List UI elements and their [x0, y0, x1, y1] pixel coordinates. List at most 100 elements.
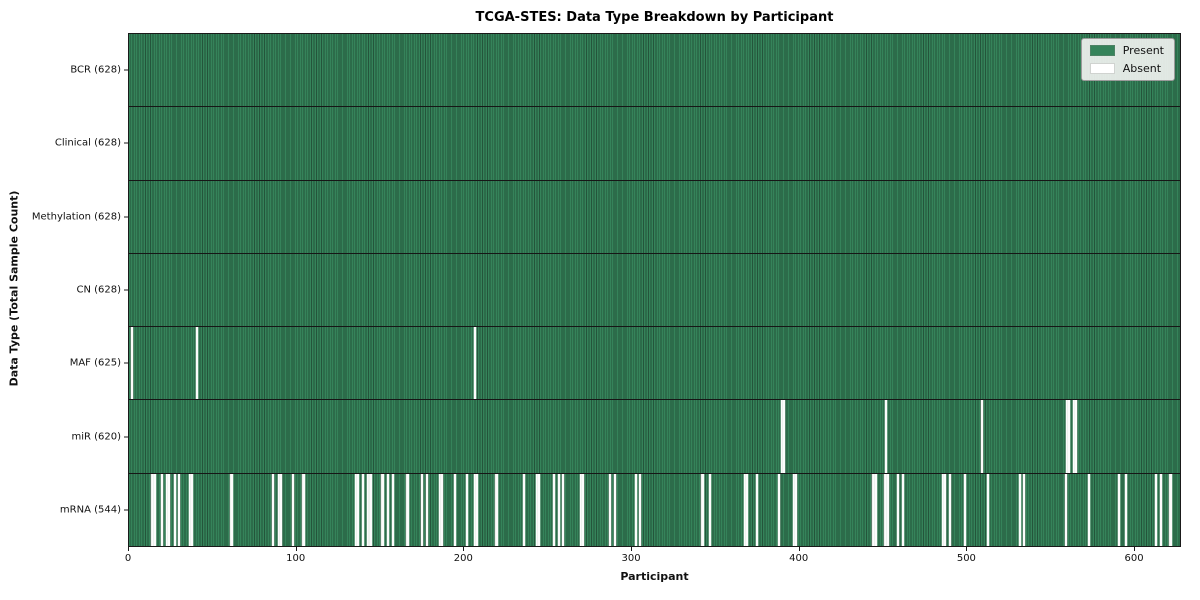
absent-mark: [581, 473, 584, 546]
x-tick-label: 300: [621, 553, 641, 564]
absent-mark: [407, 473, 410, 546]
absent-mark: [174, 473, 177, 546]
absent-mark: [1064, 473, 1067, 546]
absent-mark: [781, 400, 784, 473]
absent-mark: [278, 473, 281, 546]
absent-mark: [474, 327, 477, 400]
absent-mark: [279, 473, 282, 546]
absent-mark: [885, 400, 888, 473]
y-tick-mark: [124, 436, 128, 438]
absent-mark: [152, 473, 155, 546]
y-tick-mark: [124, 142, 128, 144]
absent-mark: [165, 473, 168, 546]
absent-mark: [301, 473, 304, 546]
absent-mark: [271, 473, 274, 546]
absent-mark: [700, 473, 703, 546]
absent-mark: [746, 473, 749, 546]
absent-mark: [873, 473, 876, 546]
absent-mark: [608, 473, 611, 546]
absent-mark: [420, 473, 423, 546]
legend-swatch-present: [1089, 45, 1115, 56]
absent-mark: [553, 473, 556, 546]
absent-mark: [901, 473, 904, 546]
legend-item-present: Present: [1089, 44, 1164, 57]
absent-mark: [709, 473, 712, 546]
absent-mark: [405, 473, 408, 546]
absent-mark: [357, 473, 360, 546]
absent-mark: [1022, 473, 1025, 546]
absent-mark: [558, 473, 561, 546]
plot-area: [128, 33, 1181, 547]
absent-mark: [1067, 400, 1070, 473]
legend: Present Absent: [1080, 38, 1175, 81]
absent-mark: [1168, 473, 1171, 546]
absent-mark: [943, 473, 946, 546]
absent-mark: [355, 473, 358, 546]
absent-mark: [523, 473, 526, 546]
absent-mark: [580, 473, 583, 546]
absent-mark: [1155, 473, 1158, 546]
absent-mark: [130, 327, 133, 400]
absent-mark: [987, 473, 990, 546]
absent-mark: [167, 473, 170, 546]
absent-mark: [1019, 473, 1022, 546]
absent-mark: [613, 473, 616, 546]
x-tick-mark: [295, 547, 297, 551]
x-tick-label: 500: [956, 553, 976, 564]
absent-mark: [1074, 400, 1077, 473]
absent-mark: [191, 473, 194, 546]
y-tick-label: Clinical (628): [54, 137, 121, 149]
x-tick-mark: [1134, 547, 1136, 551]
absent-mark: [942, 473, 945, 546]
absent-mark: [782, 400, 785, 473]
absent-mark: [538, 473, 541, 546]
x-tick-mark: [128, 547, 129, 551]
x-tick-label: 100: [286, 553, 306, 564]
y-tick-mark: [124, 362, 128, 364]
heatmap-row-mir: [129, 400, 1180, 474]
absent-mark: [1118, 473, 1121, 546]
absent-mark: [494, 473, 497, 546]
y-axis-label: Data Type (Total Sample Count): [7, 190, 21, 387]
y-tick-mark: [124, 216, 128, 218]
x-tick-mark: [463, 547, 465, 551]
absent-mark: [1170, 473, 1173, 546]
heatmap-row-mrna: [129, 473, 1180, 546]
absent-mark: [154, 473, 157, 546]
x-tick-label: 0: [124, 553, 132, 564]
y-tick-label: BCR (628): [70, 64, 121, 76]
absent-mark: [1088, 473, 1091, 546]
x-tick-mark: [631, 547, 633, 551]
absent-mark: [150, 473, 153, 546]
absent-mark: [177, 473, 180, 546]
absent-mark: [189, 473, 192, 546]
absent-mark: [291, 473, 294, 546]
x-tick-label: 200: [453, 553, 473, 564]
absent-mark: [980, 400, 983, 473]
absent-mark: [777, 473, 780, 546]
x-tick-label: 400: [789, 553, 809, 564]
absent-mark: [883, 473, 886, 546]
absent-mark: [744, 473, 747, 546]
x-axis-label: Participant: [620, 570, 689, 583]
y-tick-label: Methylation (628): [31, 211, 121, 223]
absent-mark: [392, 473, 395, 546]
absent-mark: [231, 473, 234, 546]
absent-mark: [638, 473, 641, 546]
absent-mark: [885, 473, 888, 546]
absent-mark: [303, 473, 306, 546]
absent-mark: [440, 473, 443, 546]
absent-mark: [387, 473, 390, 546]
absent-mark: [380, 473, 383, 546]
absent-mark: [1066, 400, 1069, 473]
absent-mark: [1160, 473, 1163, 546]
y-tick-mark: [124, 69, 128, 71]
absent-mark: [466, 473, 469, 546]
heatmap-row-bcr: [129, 34, 1180, 108]
heatmap-row-clinical: [129, 107, 1180, 181]
legend-label: Present: [1122, 44, 1164, 57]
absent-mark: [196, 327, 199, 400]
chart-title: TCGA-STES: Data Type Breakdown by Partic…: [475, 10, 834, 25]
absent-mark: [561, 473, 564, 546]
